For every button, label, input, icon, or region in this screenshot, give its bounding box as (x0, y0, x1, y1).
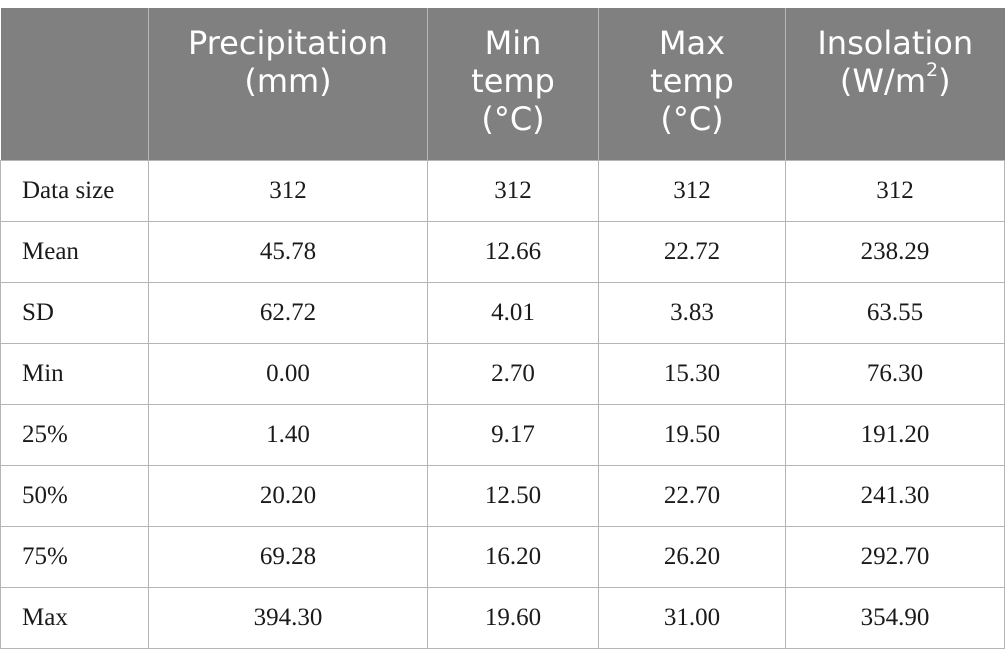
row-label: SD (0, 282, 149, 344)
cell-precipitation: 62.72 (148, 282, 428, 344)
cell-max-temp: 22.70 (598, 465, 786, 527)
header-min-temp: Min temp (°C) (427, 8, 599, 160)
table-row: Mean 45.78 12.66 22.72 238.29 (0, 221, 1005, 283)
cell-insolation: 241.30 (785, 465, 1005, 527)
header-max-temp: Max temp (°C) (598, 8, 786, 160)
cell-min-temp: 312 (427, 159, 599, 222)
table-row: 75% 69.28 16.20 26.20 292.70 (0, 526, 1005, 588)
header-corner-cell (0, 8, 149, 160)
cell-precipitation: 20.20 (148, 465, 428, 527)
row-label: Min (0, 343, 149, 405)
cell-insolation: 312 (785, 159, 1005, 222)
cell-max-temp: 31.00 (598, 587, 786, 649)
table-row: Max 394.30 19.60 31.00 354.90 (0, 587, 1005, 649)
table-row: 50% 20.20 12.50 22.70 241.30 (0, 465, 1005, 527)
cell-insolation: 191.20 (785, 404, 1005, 466)
cell-min-temp: 19.60 (427, 587, 599, 649)
table-body: Data size 312 312 312 312 Mean 45.78 12.… (0, 159, 1005, 649)
cell-max-temp: 19.50 (598, 404, 786, 466)
row-label: Data size (0, 159, 149, 222)
cell-min-temp: 12.66 (427, 221, 599, 283)
cell-min-temp: 2.70 (427, 343, 599, 405)
table-row: SD 62.72 4.01 3.83 63.55 (0, 282, 1005, 344)
row-label: Mean (0, 221, 149, 283)
row-label: 50% (0, 465, 149, 527)
row-label: 25% (0, 404, 149, 466)
cell-insolation: 238.29 (785, 221, 1005, 283)
cell-precipitation: 1.40 (148, 404, 428, 466)
cell-insolation: 354.90 (785, 587, 1005, 649)
cell-max-temp: 22.72 (598, 221, 786, 283)
cell-precipitation: 394.30 (148, 587, 428, 649)
cell-min-temp: 9.17 (427, 404, 599, 466)
header-insolation-line-1: Insolation (817, 24, 974, 62)
header-max-temp-line-2: temp (650, 62, 734, 100)
header-precipitation: Precipitation (mm) (148, 8, 428, 160)
table-row: Min 0.00 2.70 15.30 76.30 (0, 343, 1005, 405)
header-min-temp-line-2: temp (471, 62, 555, 100)
table-row: Data size 312 312 312 312 (0, 159, 1005, 222)
cell-max-temp: 26.20 (598, 526, 786, 588)
header-min-temp-line-1: Min (484, 24, 542, 62)
row-label: Max (0, 587, 149, 649)
header-precipitation-line-2: (mm) (244, 62, 332, 100)
header-insolation-line-2: (W/m2) (792, 59, 999, 100)
header-insolation-unit-end: ) (938, 62, 951, 100)
header-max-temp-line-3: (°C) (660, 100, 724, 138)
cell-insolation: 63.55 (785, 282, 1005, 344)
cell-precipitation: 45.78 (148, 221, 428, 283)
table-row: 25% 1.40 9.17 19.50 191.20 (0, 404, 1005, 466)
statistics-table: Precipitation (mm) Min temp (°C) Max tem… (0, 8, 1005, 649)
cell-insolation: 292.70 (785, 526, 1005, 588)
table-header: Precipitation (mm) Min temp (°C) Max tem… (0, 8, 1005, 160)
cell-precipitation: 69.28 (148, 526, 428, 588)
header-row: Precipitation (mm) Min temp (°C) Max tem… (0, 8, 1005, 160)
header-insolation-unit-start: (W/m (839, 62, 926, 100)
cell-max-temp: 15.30 (598, 343, 786, 405)
header-precipitation-line-1: Precipitation (187, 24, 388, 62)
cell-insolation: 76.30 (785, 343, 1005, 405)
cell-min-temp: 12.50 (427, 465, 599, 527)
header-insolation-superscript: 2 (926, 59, 939, 82)
cell-max-temp: 312 (598, 159, 786, 222)
cell-precipitation: 0.00 (148, 343, 428, 405)
cell-precipitation: 312 (148, 159, 428, 222)
row-label: 75% (0, 526, 149, 588)
cell-min-temp: 4.01 (427, 282, 599, 344)
header-max-temp-line-1: Max (658, 24, 726, 62)
header-insolation: Insolation (W/m2) (785, 8, 1005, 160)
header-min-temp-line-3: (°C) (481, 100, 545, 138)
cell-min-temp: 16.20 (427, 526, 599, 588)
cell-max-temp: 3.83 (598, 282, 786, 344)
